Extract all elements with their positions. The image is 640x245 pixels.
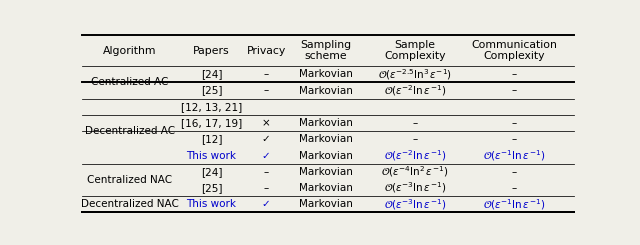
Text: –: – [264,183,269,193]
Text: Markovian: Markovian [299,183,353,193]
Text: $\mathcal{O}(\epsilon^{-2} \ln \epsilon^{-1})$: $\mathcal{O}(\epsilon^{-2} \ln \epsilon^… [384,148,446,163]
Text: –: – [412,118,417,128]
Text: Markovian: Markovian [299,86,353,96]
Text: Papers: Papers [193,46,230,56]
Text: [24]: [24] [201,69,222,79]
Text: Centralized NAC: Centralized NAC [87,175,172,185]
Text: Algorithm: Algorithm [103,46,156,56]
Text: [24]: [24] [201,167,222,177]
Text: [12]: [12] [201,134,222,144]
Text: Privacy: Privacy [246,46,285,56]
Text: This work: This work [186,150,236,160]
Text: $\mathcal{O}(\epsilon^{-2.5} \ln^3 \epsilon^{-1})$: $\mathcal{O}(\epsilon^{-2.5} \ln^3 \epsi… [378,67,452,82]
Text: [16, 17, 19]: [16, 17, 19] [181,118,242,128]
Text: Markovian: Markovian [299,118,353,128]
Text: –: – [264,167,269,177]
Text: Markovian: Markovian [299,167,353,177]
Text: [12, 13, 21]: [12, 13, 21] [181,102,242,112]
Text: Markovian: Markovian [299,150,353,160]
Text: –: – [264,86,269,96]
Text: –: – [511,167,516,177]
Text: Sampling
scheme: Sampling scheme [300,40,351,61]
Text: Decentralized AC: Decentralized AC [84,126,175,136]
Text: [25]: [25] [201,183,222,193]
Text: Decentralized NAC: Decentralized NAC [81,199,179,209]
Text: Markovian: Markovian [299,69,353,79]
Text: $\mathcal{O}(\epsilon^{-2} \ln \epsilon^{-1})$: $\mathcal{O}(\epsilon^{-2} \ln \epsilon^… [384,83,446,98]
Text: –: – [511,183,516,193]
Text: –: – [511,69,516,79]
Text: $\mathcal{O}(\epsilon^{-3} \ln \epsilon^{-1})$: $\mathcal{O}(\epsilon^{-3} \ln \epsilon^… [384,181,446,196]
Text: Communication
Complexity: Communication Complexity [471,40,557,61]
Text: –: – [412,134,417,144]
Text: –: – [264,69,269,79]
Text: –: – [511,86,516,96]
Text: $\mathcal{O}(\epsilon^{-1} \ln \epsilon^{-1})$: $\mathcal{O}(\epsilon^{-1} \ln \epsilon^… [483,148,545,163]
Text: Sample
Complexity: Sample Complexity [384,40,445,61]
Text: [25]: [25] [201,86,222,96]
Text: $\mathcal{O}(\epsilon^{-1} \ln \epsilon^{-1})$: $\mathcal{O}(\epsilon^{-1} \ln \epsilon^… [483,197,545,212]
Text: This work: This work [186,199,236,209]
Text: –: – [511,118,516,128]
Text: ✓: ✓ [262,134,270,144]
Text: ✓: ✓ [262,150,270,160]
Text: ×: × [262,118,270,128]
Text: –: – [511,134,516,144]
Text: Centralized AC: Centralized AC [91,77,168,87]
Text: $\mathcal{O}(\epsilon^{-3} \ln \epsilon^{-1})$: $\mathcal{O}(\epsilon^{-3} \ln \epsilon^… [384,197,446,212]
Text: Markovian: Markovian [299,134,353,144]
Text: ✓: ✓ [262,199,270,209]
Text: Markovian: Markovian [299,199,353,209]
Text: $\mathcal{O}(\epsilon^{-4} \ln^2 \epsilon^{-1})$: $\mathcal{O}(\epsilon^{-4} \ln^2 \epsilo… [381,164,449,179]
